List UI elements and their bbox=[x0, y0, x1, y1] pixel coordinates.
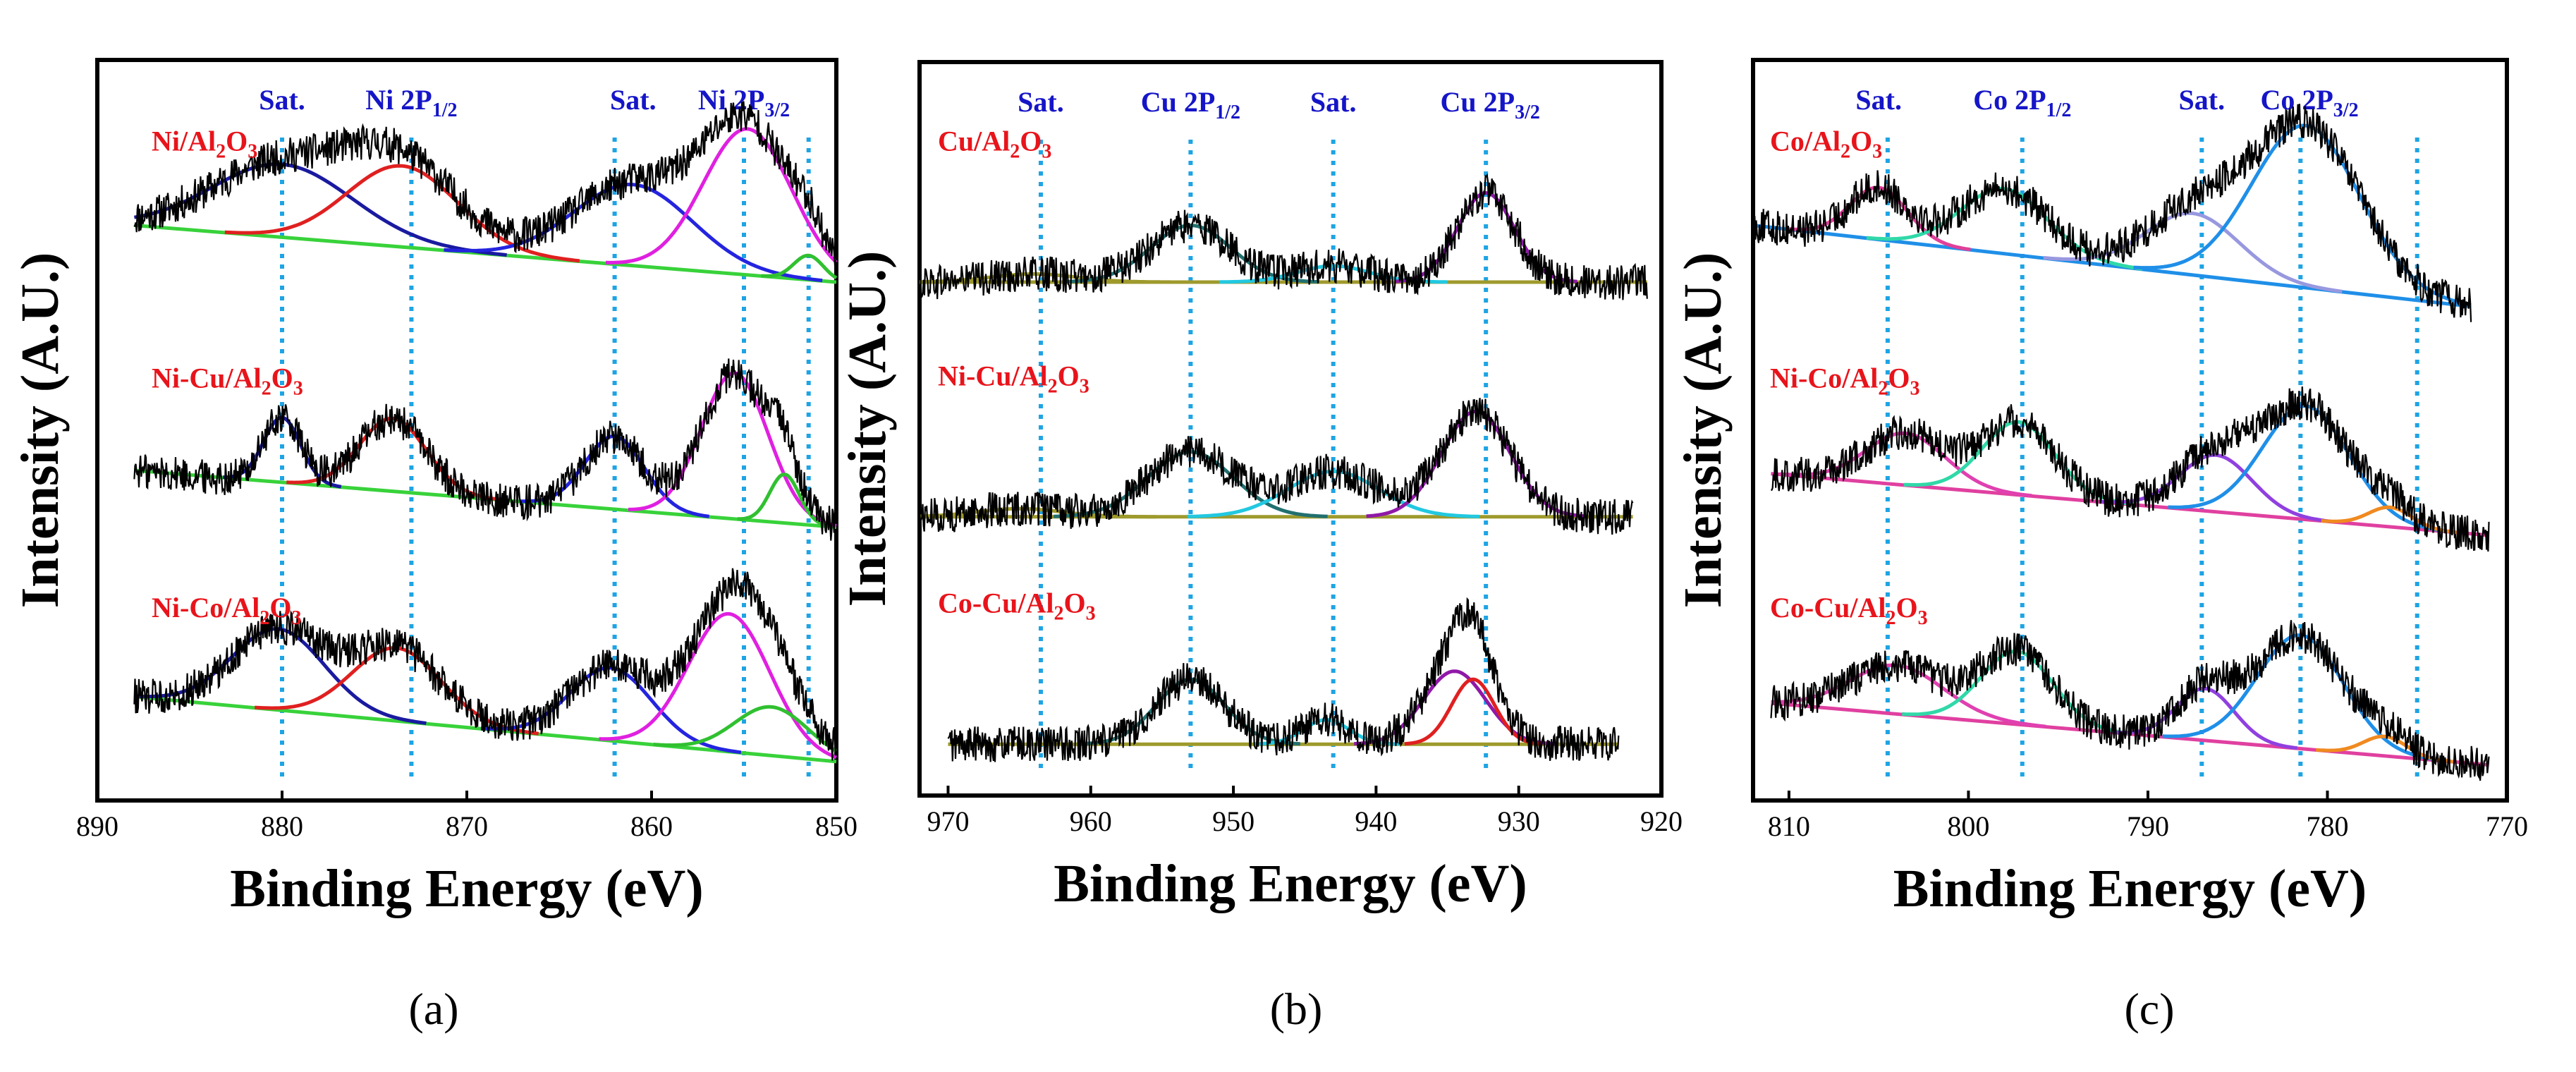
fit-peak bbox=[444, 182, 823, 283]
peak-label: Sat. bbox=[1855, 84, 1902, 116]
peak-label: Ni 2P1/2 bbox=[365, 84, 457, 121]
sample-label: Ni-Co/Al2O3 bbox=[152, 592, 301, 629]
sample-label: Cu/Al2O3 bbox=[938, 126, 1051, 163]
sample-label: Co/Al2O3 bbox=[1770, 126, 1882, 163]
raw-spectrum bbox=[133, 568, 838, 761]
fit-peak bbox=[599, 611, 837, 760]
fit-peak bbox=[2321, 505, 2460, 535]
panel-label: (a) bbox=[408, 984, 458, 1034]
fit-peak bbox=[653, 705, 838, 753]
raw-spectrum bbox=[947, 597, 1620, 762]
fit-peak bbox=[761, 253, 838, 280]
x-tick-label: 970 bbox=[927, 805, 969, 837]
peak-label: Co 2P1/2 bbox=[1973, 84, 2071, 121]
peak-label: Sat. bbox=[610, 84, 657, 116]
x-tick-label: 880 bbox=[261, 810, 303, 842]
peak-label: Cu 2P3/2 bbox=[1441, 86, 1540, 123]
spectrum-series: Cu/Al2O3 bbox=[918, 126, 1648, 300]
spectrum-series: Ni-Cu/Al2O3 bbox=[918, 360, 1634, 535]
raw-spectrum bbox=[133, 358, 838, 541]
spectrum-series: Co-Cu/Al2O3 bbox=[938, 587, 1620, 762]
x-tick-label: 770 bbox=[2486, 810, 2528, 842]
peak-label: Cu 2P1/2 bbox=[1141, 86, 1240, 123]
x-tick-label: 950 bbox=[1212, 805, 1255, 837]
plot-frame bbox=[917, 60, 1664, 798]
peak-label: Co 2P3/2 bbox=[2260, 84, 2358, 121]
spectrum-series: Ni/Al2O3 bbox=[133, 101, 838, 284]
x-tick-label: 940 bbox=[1355, 805, 1397, 837]
x-tick-label: 890 bbox=[76, 810, 118, 842]
x-tick-label: 850 bbox=[815, 810, 857, 842]
peak-label: Sat. bbox=[1018, 86, 1064, 118]
peak-label: Sat. bbox=[1310, 86, 1357, 118]
spectrum-series: Ni-Co/Al2O3 bbox=[133, 568, 838, 764]
background-line bbox=[1752, 224, 2472, 308]
raw-spectrum bbox=[133, 101, 838, 274]
fit-peak bbox=[224, 164, 580, 263]
fit-peak bbox=[133, 162, 507, 257]
xps-panel-a: 890 880 870 860 850 Binding Energy (eV) Intens… bbox=[11, 58, 857, 1034]
sample-label: Ni-Co/Al2O3 bbox=[1770, 363, 1919, 400]
panel-label: (b) bbox=[1270, 984, 1323, 1034]
fit-peak bbox=[1903, 420, 2134, 506]
x-tick-label: 810 bbox=[1768, 810, 1810, 842]
x-tick-label: 780 bbox=[2306, 810, 2348, 842]
raw-spectrum bbox=[1771, 386, 2490, 552]
raw-spectrum bbox=[918, 173, 1648, 300]
peak-label: Sat. bbox=[259, 84, 305, 116]
raw-spectrum bbox=[1770, 620, 2490, 781]
x-tick-label: 930 bbox=[1498, 805, 1540, 837]
sample-label: Co-Cu/Al2O3 bbox=[938, 587, 1096, 625]
raw-spectrum bbox=[1752, 104, 2472, 322]
spectrum-series: Co-Cu/Al2O3 bbox=[1770, 592, 2490, 781]
x-tick-label: 870 bbox=[446, 810, 488, 842]
peak-label: Sat. bbox=[2179, 84, 2226, 116]
y-axis-title: Intensity (A.U.) bbox=[1673, 252, 1733, 609]
y-axis-title: Intensity (A.U.) bbox=[11, 252, 70, 609]
panel-label: (c) bbox=[2124, 984, 2174, 1034]
fit-peak bbox=[2101, 453, 2331, 523]
fit-peak bbox=[1354, 669, 1556, 746]
raw-spectrum bbox=[918, 398, 1634, 535]
plot-frame bbox=[95, 58, 838, 803]
sample-label: Ni-Cu/Al2O3 bbox=[152, 363, 303, 400]
spectrum-series: Ni-Co/Al2O3 bbox=[1770, 363, 2490, 552]
x-axis-title: Binding Energy (eV) bbox=[1054, 854, 1527, 913]
plot-frame bbox=[1751, 58, 2509, 803]
sample-label: Ni/Al2O3 bbox=[152, 126, 257, 163]
x-tick-label: 920 bbox=[1640, 805, 1683, 837]
fit-peak bbox=[605, 127, 838, 264]
x-axis-title: Binding Energy (eV) bbox=[1893, 859, 2367, 918]
sample-label: Co-Cu/Al2O3 bbox=[1770, 592, 1928, 629]
sample-label: Ni-Cu/Al2O3 bbox=[938, 360, 1089, 397]
x-tick-label: 860 bbox=[630, 810, 673, 842]
x-tick-label: 790 bbox=[2127, 810, 2169, 842]
x-tick-label: 960 bbox=[1070, 805, 1112, 837]
xps-panel-b: 970 960 950 940 930 920 Binding Energy (eV) Int… bbox=[838, 60, 1683, 1034]
x-axis-title: Binding Energy (eV) bbox=[230, 859, 703, 918]
spectrum-series: Ni-Cu/Al2O3 bbox=[133, 358, 838, 541]
x-tick-label: 800 bbox=[1947, 810, 1989, 842]
xps-panel-c: 810 800 790 780 770 Binding Energy (eV) Intens… bbox=[1673, 58, 2528, 1034]
spectrum-series: Co/Al2O3 bbox=[1752, 104, 2472, 322]
y-axis-title: Intensity (A.U.) bbox=[838, 251, 897, 607]
